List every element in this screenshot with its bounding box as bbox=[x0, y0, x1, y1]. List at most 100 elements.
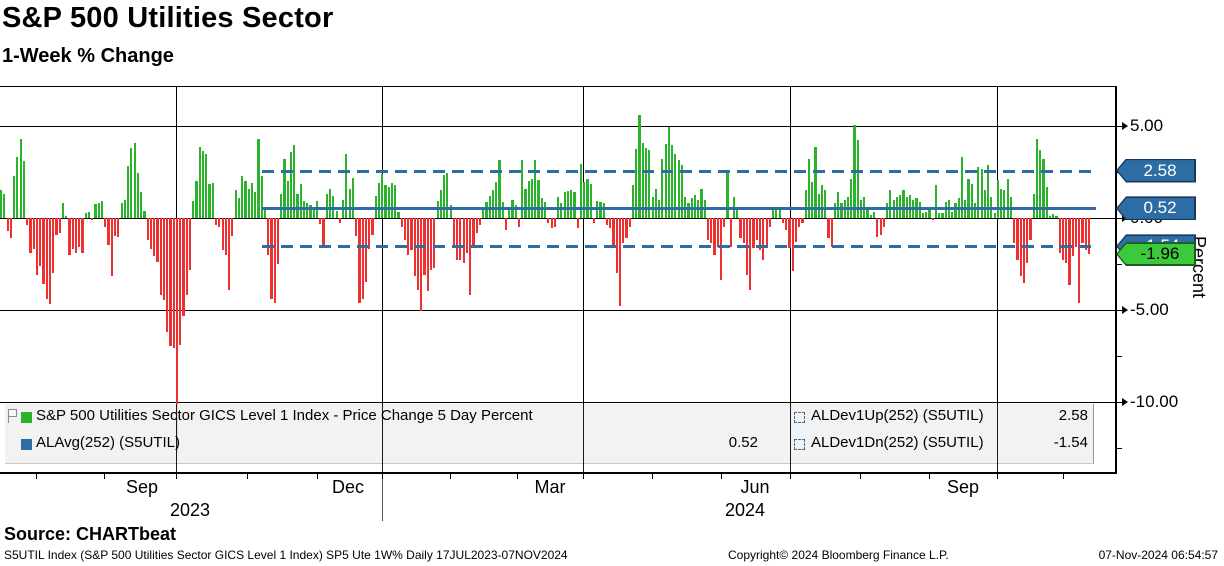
x-month-tick bbox=[317, 472, 318, 479]
bar bbox=[293, 145, 296, 218]
bar bbox=[941, 213, 944, 218]
bar bbox=[772, 208, 775, 218]
bar bbox=[1026, 218, 1029, 264]
bar bbox=[758, 218, 762, 250]
bar bbox=[1000, 188, 1003, 218]
legend-swatch-price[interactable] bbox=[21, 412, 32, 423]
bar bbox=[263, 208, 267, 218]
bar bbox=[537, 180, 540, 218]
bar bbox=[801, 218, 804, 224]
bar bbox=[211, 182, 214, 218]
bar bbox=[267, 218, 270, 255]
bar bbox=[241, 175, 244, 218]
bar bbox=[117, 218, 120, 238]
bar bbox=[560, 203, 563, 218]
bar bbox=[136, 172, 139, 218]
bar bbox=[882, 218, 885, 228]
bar bbox=[224, 218, 227, 255]
bar bbox=[182, 218, 185, 316]
y-tick-arrow-icon bbox=[1122, 122, 1128, 130]
bar bbox=[716, 218, 719, 247]
bar bbox=[32, 218, 35, 250]
bar bbox=[74, 218, 78, 253]
bar bbox=[876, 218, 879, 237]
bar bbox=[387, 186, 390, 218]
bar bbox=[498, 160, 501, 218]
x-month-tick bbox=[382, 472, 383, 479]
bar bbox=[270, 218, 273, 299]
y-tick bbox=[1117, 402, 1125, 403]
bar bbox=[553, 218, 556, 227]
bar bbox=[433, 218, 436, 269]
bar bbox=[97, 203, 100, 218]
bar bbox=[58, 218, 61, 233]
bar bbox=[827, 218, 830, 239]
x-month-label-Dec: Dec bbox=[331, 477, 365, 497]
bar bbox=[687, 203, 690, 218]
bar bbox=[973, 203, 977, 218]
bar bbox=[390, 183, 394, 218]
bar bbox=[794, 218, 798, 242]
gridline-v-extension bbox=[790, 404, 791, 472]
bar bbox=[371, 218, 374, 235]
bar bbox=[1042, 158, 1045, 218]
bar bbox=[81, 218, 84, 253]
bar bbox=[547, 218, 550, 224]
bar bbox=[332, 195, 335, 218]
chart-plot-area[interactable] bbox=[0, 86, 1115, 472]
bar bbox=[1003, 190, 1006, 218]
bar bbox=[628, 218, 631, 227]
bar bbox=[817, 193, 820, 218]
bar bbox=[1058, 218, 1061, 254]
bar bbox=[889, 190, 892, 218]
plot-top-border bbox=[0, 86, 1116, 87]
legend-item-price[interactable]: S&P 500 Utilities Sector GICS Level 1 In… bbox=[36, 407, 533, 424]
y-tick-arrow-icon bbox=[1122, 398, 1128, 406]
bar bbox=[921, 213, 925, 218]
bar bbox=[1032, 193, 1035, 218]
bar bbox=[459, 218, 462, 261]
bar bbox=[641, 143, 644, 218]
bar bbox=[648, 150, 651, 218]
bar bbox=[980, 168, 983, 218]
bar bbox=[664, 143, 667, 218]
bar bbox=[618, 218, 622, 307]
gridline-v-extension bbox=[583, 404, 584, 472]
bar bbox=[465, 218, 468, 254]
bar bbox=[951, 211, 954, 218]
bar bbox=[156, 218, 159, 263]
bar bbox=[205, 153, 208, 218]
bar bbox=[26, 218, 29, 226]
legend-item-alavg[interactable]: ALAvg(252) (S5UTIL) bbox=[36, 434, 180, 451]
bar bbox=[0, 190, 3, 218]
bar bbox=[566, 190, 569, 218]
bar bbox=[762, 218, 765, 260]
bar bbox=[996, 180, 999, 218]
gridline-v-extension bbox=[382, 404, 383, 472]
legend-swatch-aldev1dn[interactable] bbox=[794, 439, 805, 450]
bar bbox=[384, 184, 387, 218]
legend-swatch-alavg[interactable] bbox=[21, 439, 32, 450]
bar bbox=[273, 218, 276, 303]
bar bbox=[452, 218, 455, 246]
bar bbox=[550, 218, 553, 229]
bar bbox=[289, 151, 293, 218]
legend-item-aldev1dn[interactable]: ALDev1Dn(252) (S5UTIL) bbox=[811, 434, 984, 451]
bar bbox=[671, 145, 674, 218]
bar bbox=[351, 177, 354, 218]
legend-swatch-aldev1up[interactable] bbox=[794, 412, 805, 423]
x-month-tick bbox=[450, 472, 451, 479]
y-tick-label: -10.00 bbox=[1130, 392, 1179, 411]
bar bbox=[693, 195, 697, 218]
axis-badge-value: 0.52 bbox=[1117, 198, 1195, 219]
bar bbox=[143, 210, 146, 218]
bar bbox=[6, 218, 9, 231]
bar bbox=[185, 218, 188, 296]
legend-item-aldev1up[interactable]: ALDev1Up(252) (S5UTIL) bbox=[811, 407, 984, 424]
pin-icon[interactable] bbox=[8, 409, 17, 423]
bar bbox=[765, 218, 768, 249]
bar bbox=[159, 218, 162, 296]
bar bbox=[850, 178, 853, 218]
bar bbox=[729, 218, 732, 247]
gridline-h--10.00 bbox=[0, 402, 1115, 403]
